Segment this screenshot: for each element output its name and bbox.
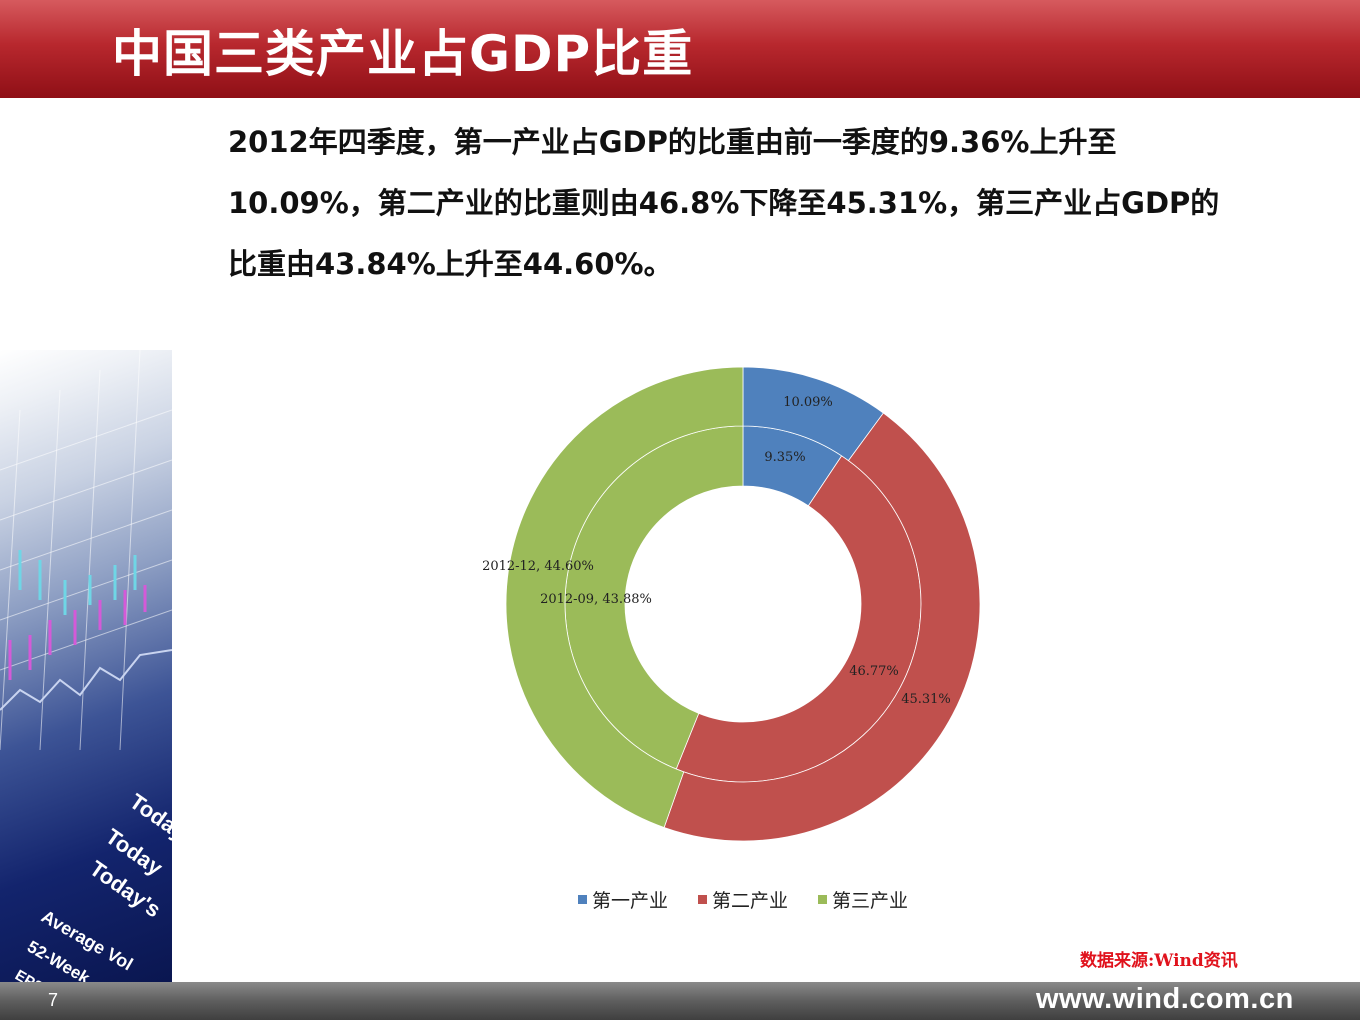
legend-label: 第三产业 (832, 890, 909, 912)
decorative-stock-image: Today Today Today's Average Vol 52-Week … (0, 350, 172, 982)
website-url: www.wind.com.cn (1036, 983, 1294, 1015)
chart-legend: 第一产业 第二产业 第三产业 (578, 886, 938, 913)
legend-item-3: 第三产业 (818, 886, 908, 913)
data-label-inner-1: 9.35% (764, 450, 805, 465)
legend-label: 第二产业 (712, 890, 789, 912)
legend-item-1: 第一产业 (578, 886, 668, 913)
data-label-outer-1: 10.09% (783, 395, 833, 410)
legend-swatch (578, 895, 587, 904)
legend-swatch (698, 895, 708, 904)
donut-slice-outer-2 (663, 412, 981, 842)
summary-text: 2012年四季度，第一产业占GDP的比重由前一季度的9.36%上升至10.09%… (228, 125, 1220, 281)
data-label-inner-3: 2012-09, 43.88% (540, 592, 652, 607)
data-label-outer-3: 2012-12, 44.60% (482, 559, 594, 574)
data-source-note: 数据来源:Wind资讯 (1080, 951, 1238, 971)
legend-label: 第一产业 (592, 890, 669, 912)
stock-ticker-graphic: Today Today Today's Average Vol 52-Week … (0, 350, 172, 982)
legend-item-2: 第二产业 (698, 886, 788, 913)
title-bar: 中国三类产业占GDP比重 (0, 0, 1360, 98)
legend-swatch (818, 895, 828, 904)
data-label-inner-2: 46.77% (849, 664, 899, 679)
slide-title: 中国三类产业占GDP比重 (112, 25, 694, 83)
data-label-outer-2: 45.31% (901, 692, 951, 707)
page-number: 7 (48, 990, 59, 1010)
donut-slice-outer-3 (505, 366, 744, 828)
footer-bar (0, 982, 1360, 1020)
